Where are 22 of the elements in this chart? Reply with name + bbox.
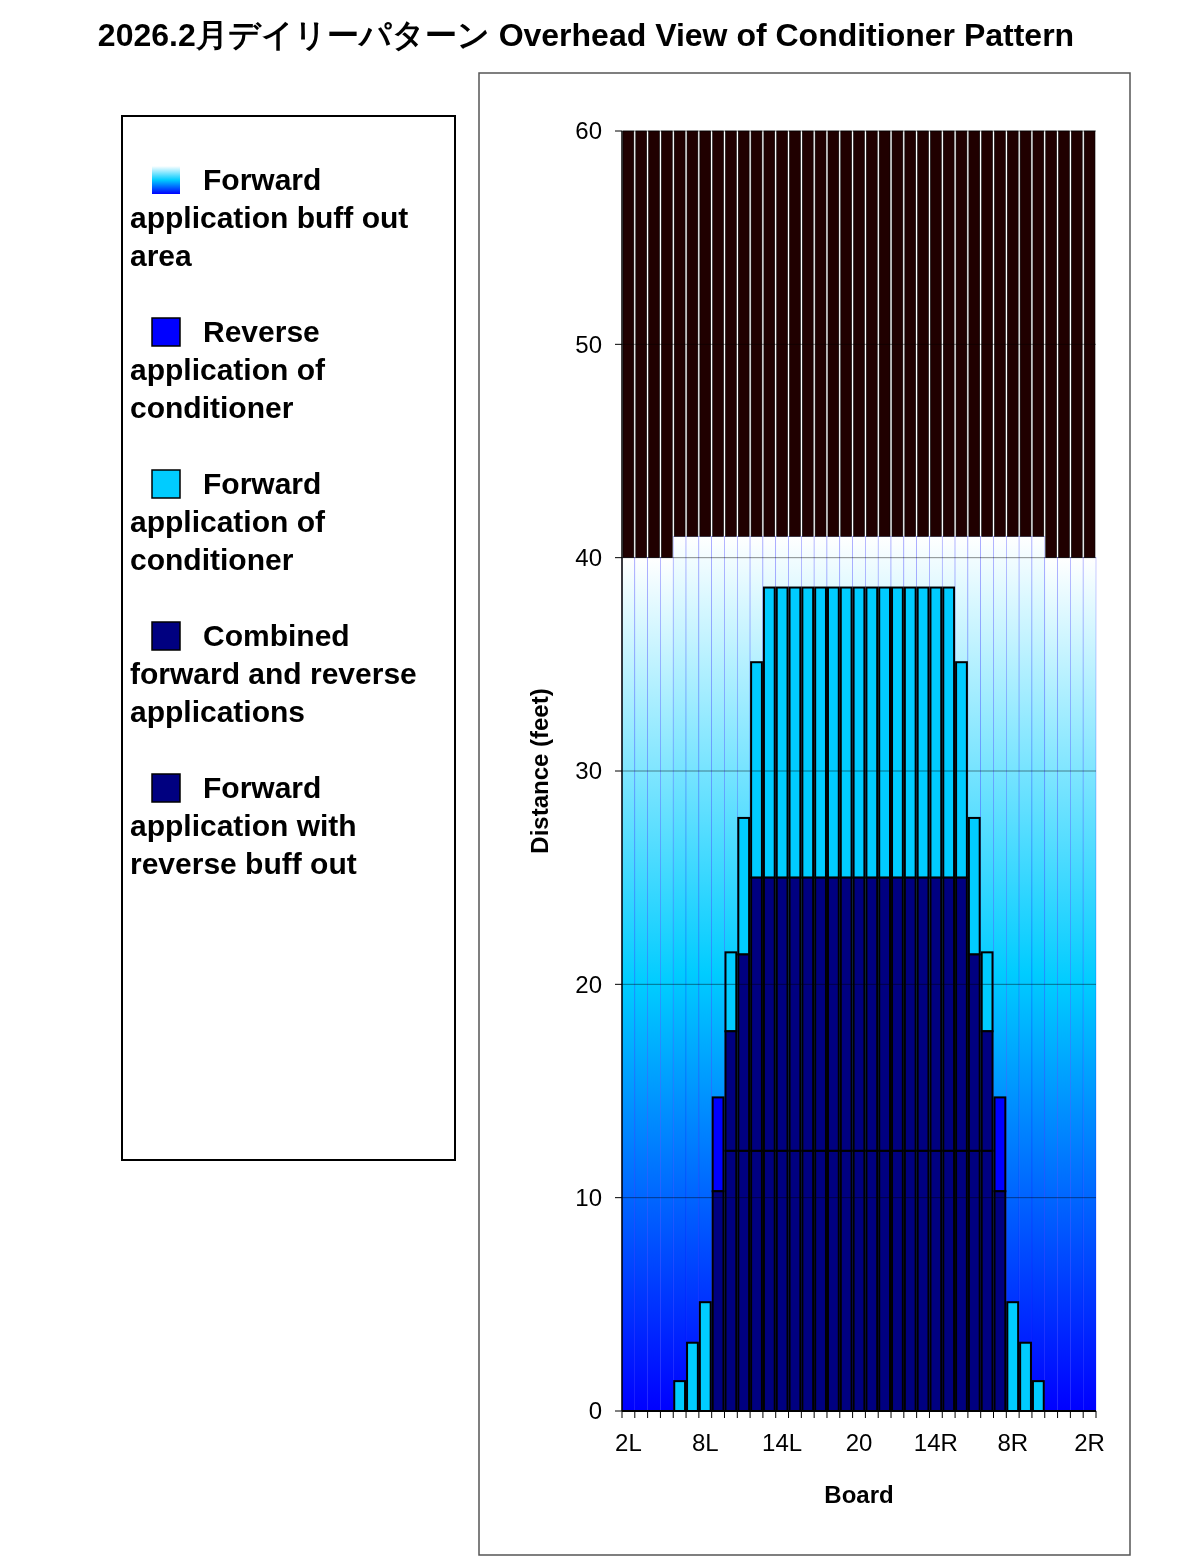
legend-label: Forward application of conditioner xyxy=(130,467,327,576)
y-tick-label: 10 xyxy=(575,1184,602,1212)
chart-title: 2026.2月デイリーパターン Overhead View of Conditioner Pattern xyxy=(97,17,1075,53)
y-tick-label: 0 xyxy=(588,1397,602,1425)
y-axis-title: Distance (feet) xyxy=(526,688,553,854)
x-tick-label: 8R xyxy=(997,1429,1029,1456)
legend-label: Forward application with reverse buff out xyxy=(130,771,357,880)
x-tick-label: 14L xyxy=(762,1429,803,1456)
y-tick-label: 30 xyxy=(575,757,602,785)
y-tick-label: 50 xyxy=(575,330,602,358)
x-tick-label: 14R xyxy=(913,1429,958,1456)
y-tick-label: 60 xyxy=(575,117,602,145)
y-tick-label: 40 xyxy=(575,544,602,572)
y-tick-label: 20 xyxy=(575,970,602,998)
x-tick-label: 2L xyxy=(615,1429,642,1456)
x-tick-label: 20 xyxy=(845,1429,873,1456)
x-tick-label: 2R xyxy=(1074,1429,1105,1456)
legend-label: Forward application buff out area xyxy=(130,163,409,272)
legend-label: Combined forward and reverse applications xyxy=(130,619,417,728)
x-axis-title: Board xyxy=(824,1481,894,1508)
x-tick-label: 8L xyxy=(691,1429,719,1456)
legend-label: Reverse application of conditioner xyxy=(130,315,327,424)
